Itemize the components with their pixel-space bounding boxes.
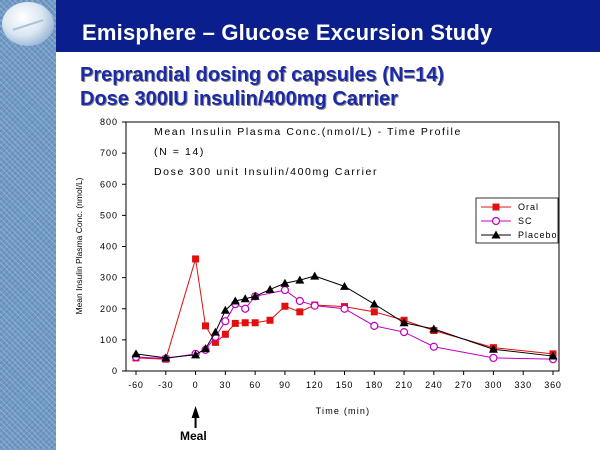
capsule-logo-icon bbox=[2, 2, 54, 46]
point-placebo-120 bbox=[310, 271, 320, 280]
x-tick-label-300: 300 bbox=[485, 380, 502, 390]
point-placebo-20 bbox=[210, 327, 220, 336]
x-tick-label-360: 360 bbox=[544, 380, 561, 390]
point-oral-30 bbox=[221, 330, 229, 338]
point-placebo-180 bbox=[369, 299, 379, 308]
chart-title-line-2: (N = 14) bbox=[154, 146, 205, 158]
y-tick-label-700: 700 bbox=[100, 148, 118, 158]
y-tick-label-300: 300 bbox=[100, 273, 118, 283]
point-sc-30 bbox=[221, 317, 230, 326]
point-oral-10 bbox=[202, 322, 209, 330]
point-sc-105 bbox=[295, 296, 304, 306]
series-placebo bbox=[131, 271, 558, 362]
point-placebo-75 bbox=[265, 284, 275, 293]
y-axis: 0 100 200 300 400 500 600 700 800 bbox=[100, 117, 126, 376]
point-sc-300 bbox=[489, 353, 498, 363]
point-placebo-210 bbox=[399, 318, 409, 327]
point-oral-90 bbox=[281, 302, 289, 310]
legend-marker-oral bbox=[492, 203, 500, 211]
x-tick-label--30: -30 bbox=[158, 380, 173, 390]
legend-label-oral: Oral bbox=[518, 202, 539, 212]
legend-label-placebo: Placebo bbox=[518, 230, 558, 240]
subtitle-line-1: Preprandial dosing of capsules (N=14) bbox=[80, 64, 444, 86]
x-tick-label-150: 150 bbox=[336, 380, 353, 390]
point-oral-20 bbox=[211, 338, 219, 346]
point-placebo-30 bbox=[220, 305, 230, 314]
series-layer bbox=[131, 255, 558, 364]
x-tick-label-60: 60 bbox=[249, 380, 261, 390]
chart-title-line-1: Mean Insulin Plasma Conc.(nmol/L) - Time… bbox=[154, 126, 462, 138]
point-sc-120 bbox=[310, 301, 319, 310]
chart-title-line-3: Dose 300 unit Insulin/400mg Carrier bbox=[154, 166, 378, 178]
x-tick-label-180: 180 bbox=[366, 380, 383, 390]
y-tick-label-200: 200 bbox=[100, 304, 118, 314]
legend-marker-sc bbox=[491, 216, 501, 226]
plot-frame bbox=[125, 121, 560, 372]
point-placebo-240 bbox=[429, 324, 439, 333]
header-bar: Emisphere – Glucose Excursion Study bbox=[56, 0, 600, 52]
point-sc-90 bbox=[280, 285, 290, 295]
meal-label: Meal bbox=[180, 429, 207, 443]
point-placebo-10 bbox=[201, 344, 210, 353]
point-sc-150 bbox=[340, 304, 349, 313]
x-tick-label--60: -60 bbox=[128, 380, 143, 390]
y-tick-label-0: 0 bbox=[112, 366, 118, 376]
y-tick-label-500: 500 bbox=[100, 210, 118, 220]
legend-label-sc: SC bbox=[518, 216, 533, 226]
point-placebo--30 bbox=[161, 353, 171, 362]
legend: Oral SC Placebo bbox=[475, 197, 559, 244]
meal-arrow-icon bbox=[191, 406, 200, 418]
legend-marker-placebo bbox=[491, 230, 501, 239]
point-placebo-150 bbox=[340, 281, 349, 290]
point-oral-50 bbox=[241, 319, 249, 327]
point-placebo-105 bbox=[295, 275, 305, 284]
y-tick-label-100: 100 bbox=[100, 335, 118, 345]
point-placebo-0 bbox=[191, 350, 201, 359]
x-tick-label-90: 90 bbox=[279, 380, 291, 390]
point-oral-75 bbox=[266, 316, 274, 324]
point-placebo-300 bbox=[488, 344, 498, 353]
point-placebo-40 bbox=[230, 296, 240, 305]
point-oral-105 bbox=[296, 308, 304, 316]
y-tick-label-800: 800 bbox=[100, 117, 118, 127]
point-placebo-50 bbox=[240, 294, 250, 303]
x-tick-label-270: 270 bbox=[455, 380, 472, 390]
x-axis-label: Time (min) bbox=[316, 406, 371, 416]
slide-title: Emisphere – Glucose Excursion Study bbox=[82, 20, 493, 45]
x-tick-label-330: 330 bbox=[515, 380, 532, 390]
point-sc-180 bbox=[370, 321, 379, 330]
y-tick-label-400: 400 bbox=[100, 242, 118, 252]
x-tick-label-210: 210 bbox=[395, 380, 412, 390]
decorative-sidebar bbox=[0, 0, 56, 450]
x-tick-label-30: 30 bbox=[220, 380, 232, 390]
meal-arrow bbox=[191, 406, 200, 428]
point-oral-0 bbox=[192, 255, 200, 263]
point-oral-40 bbox=[231, 319, 239, 327]
subtitle-line-2: Dose 300IU insulin/400mg Carrier bbox=[80, 88, 398, 110]
x-axis: -60 -30 0 30 60 90 120 150 180 210 240 270 300 330 360 bbox=[128, 371, 561, 390]
y-axis-label: Mean Insulin Plasma Conc. (nmol/L) bbox=[74, 177, 84, 314]
point-placebo-90 bbox=[280, 278, 290, 287]
x-tick-label-0: 0 bbox=[193, 380, 199, 390]
chart-title: Mean Insulin Plasma Conc.(nmol/L) - Time… bbox=[154, 126, 462, 178]
point-placebo-60 bbox=[250, 291, 260, 300]
x-tick-label-120: 120 bbox=[306, 380, 323, 390]
point-sc-210 bbox=[399, 327, 409, 337]
point-oral-60 bbox=[251, 319, 259, 327]
point-sc-240 bbox=[429, 342, 438, 351]
x-tick-label-240: 240 bbox=[425, 380, 442, 390]
point-sc-50 bbox=[241, 304, 250, 313]
insulin-chart: 0 100 200 300 400 500 600 700 800 -60 -30 0 30 60 90 1… bbox=[74, 117, 561, 428]
point-placebo-360 bbox=[548, 351, 558, 360]
point-placebo--60 bbox=[131, 349, 141, 358]
y-tick-label-600: 600 bbox=[100, 179, 118, 189]
point-oral-180 bbox=[370, 308, 378, 316]
